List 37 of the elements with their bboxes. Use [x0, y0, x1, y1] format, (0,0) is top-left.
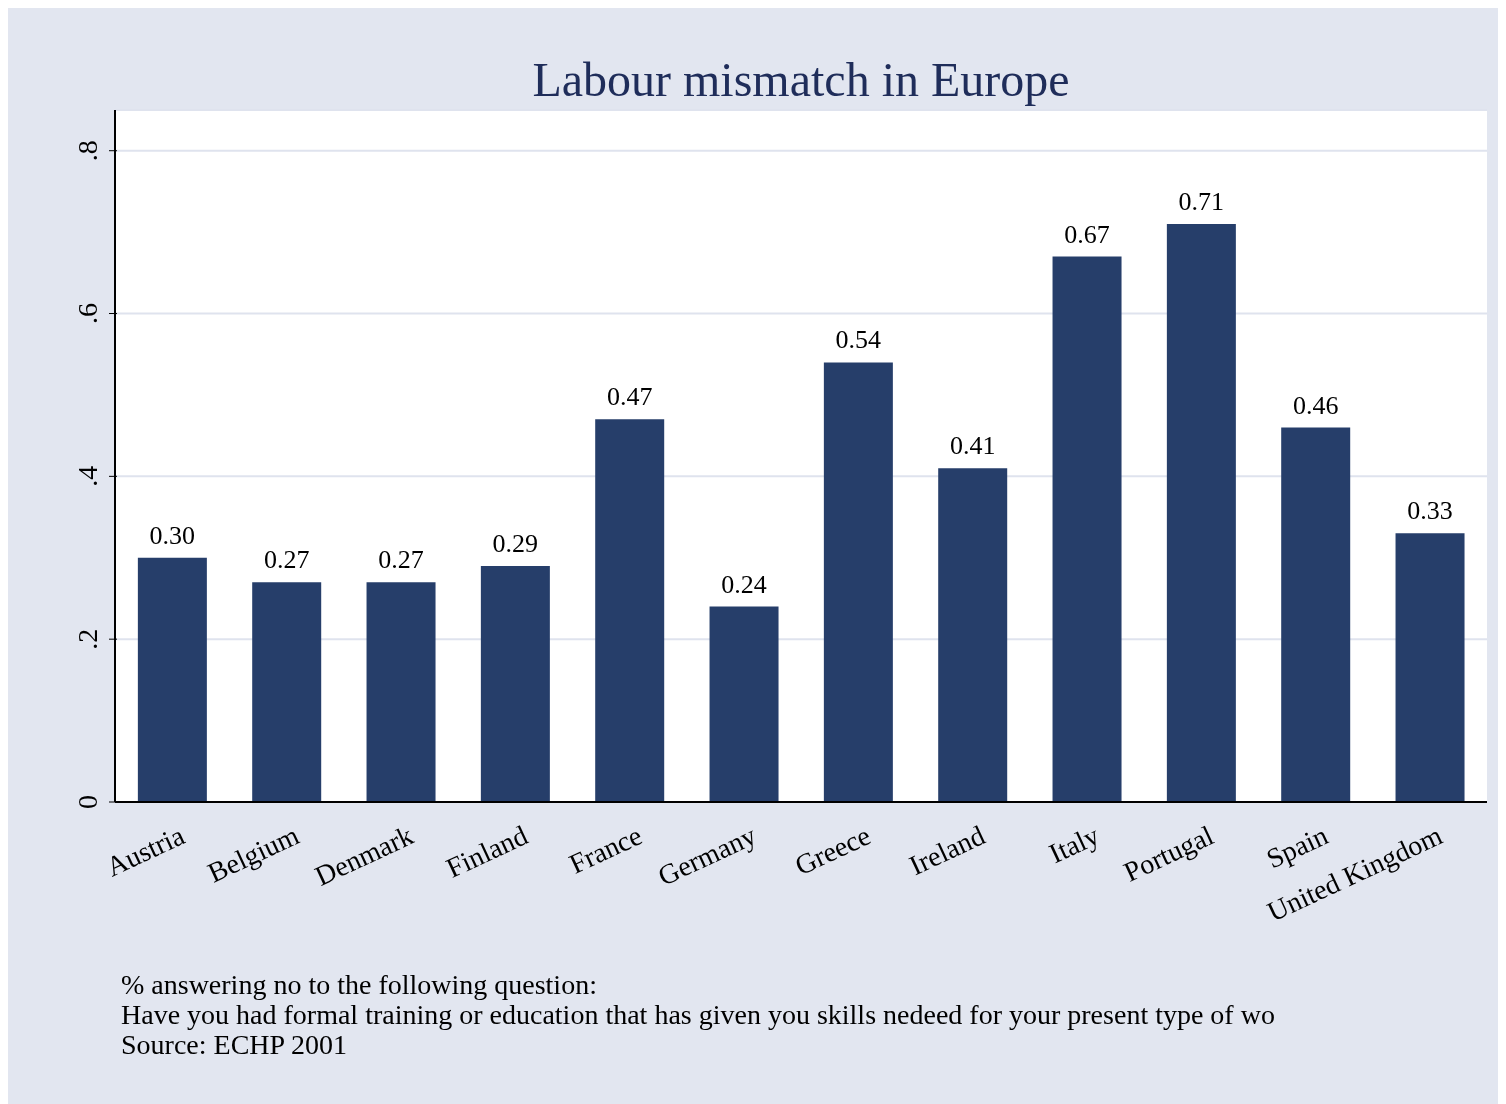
- y-tick-label: 0: [72, 795, 103, 809]
- data-label: 0.47: [606, 382, 653, 412]
- bar: [137, 557, 207, 802]
- data-label: 0.67: [1064, 219, 1110, 249]
- x-tick-label: Italy: [1044, 819, 1104, 870]
- data-label: 0.33: [1407, 496, 1453, 526]
- bar: [1052, 256, 1122, 802]
- x-tick-label: France: [564, 819, 647, 880]
- bar: [595, 419, 665, 802]
- text: % answering no to the following question:: [121, 969, 598, 1000]
- bar: [1166, 223, 1236, 802]
- y-tick-label: .6: [72, 303, 103, 325]
- data-label: 0.54: [835, 325, 882, 355]
- y-tick-label: .8: [72, 140, 103, 162]
- bar: [1395, 533, 1465, 802]
- bar: [366, 582, 436, 802]
- data-label: 0.41: [949, 431, 996, 461]
- bar: [252, 582, 322, 802]
- bar: [823, 362, 893, 802]
- y-tick-label: .2: [72, 628, 103, 650]
- data-label: 0.30: [149, 520, 196, 550]
- data-label: 0.27: [378, 545, 424, 575]
- bar: [709, 606, 779, 802]
- bar: [938, 468, 1008, 802]
- data-label: 0.29: [492, 528, 539, 558]
- bar: [480, 565, 550, 802]
- source-note: Source: ECHP 2001: [121, 1029, 349, 1060]
- data-label: 0.27: [263, 545, 310, 575]
- x-tick-label: Austria: [101, 819, 190, 883]
- data-label: 0.46: [1292, 390, 1339, 420]
- text: Have you had formal training or education that has given you skills nedeed for your present type of wo: [121, 999, 1275, 1030]
- data-label: 0.71: [1178, 186, 1225, 216]
- chart-title: Labour mismatch in Europe: [531, 52, 1071, 107]
- data-label: 0.24: [721, 569, 767, 599]
- y-tick-label: .4: [72, 465, 103, 487]
- x-tick-label: Greece: [790, 819, 876, 882]
- bar: [1281, 427, 1351, 802]
